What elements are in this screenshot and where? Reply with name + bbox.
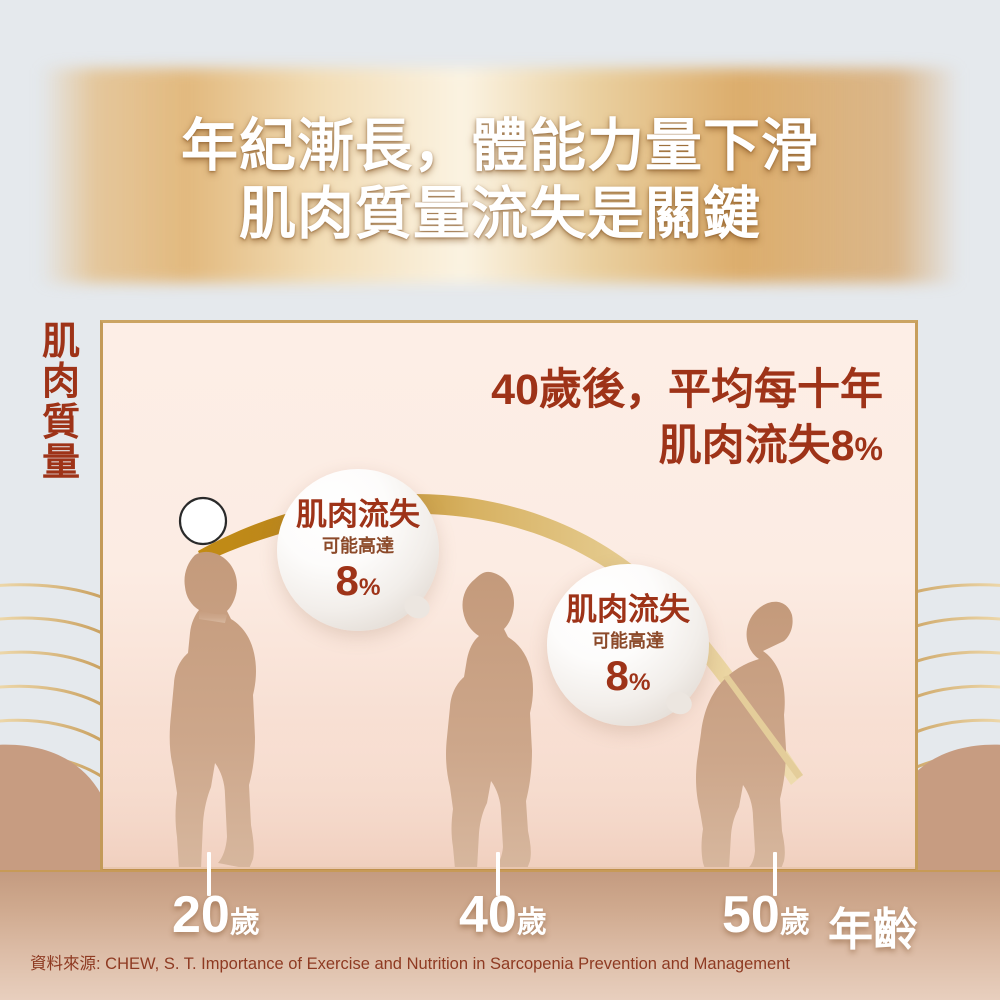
x-axis-name: 年齡 — [828, 904, 919, 955]
x-label-50-suffix: 歲 — [779, 906, 810, 939]
title-line-2: 肌肉質量流失是關鍵 — [239, 182, 761, 246]
bubble-1-number: 8 — [335, 556, 359, 604]
bubble-2-title: 肌肉流失 — [566, 591, 690, 627]
title-banner-background — [40, 68, 960, 283]
bubble-1-subtitle: 可能高達 — [322, 535, 394, 556]
chart-panel: 40歲後，平均每十年 肌肉流失8% — [100, 320, 918, 872]
silhouette-age-40 — [446, 571, 533, 869]
x-label-20-number: 20 — [172, 886, 230, 944]
x-label-50-number: 50 — [722, 886, 780, 944]
bubble-1-title: 肌肉流失 — [296, 496, 420, 532]
bubble-2-unit: % — [628, 668, 651, 696]
bubble-2-value: 8% — [605, 651, 651, 699]
bubble-2-number: 8 — [605, 651, 629, 699]
x-label-40: 40歲 — [459, 885, 547, 945]
chart-headline-line-1: 40歲後，平均每十年 — [491, 366, 883, 414]
chart-graphics — [103, 493, 915, 869]
bubble-2-subtitle: 可能高達 — [592, 630, 664, 651]
x-label-40-suffix: 歲 — [516, 906, 547, 939]
ground-top-line — [0, 870, 1000, 873]
chart-headline-percent: % — [854, 430, 883, 467]
source-citation: 資料來源: CHEW, S. T. Importance of Exercise… — [30, 955, 790, 973]
chart-headline-line-2: 肌肉流失8% — [143, 419, 883, 475]
y-axis-label-text: 肌肉質量 — [41, 321, 80, 484]
x-label-40-number: 40 — [459, 886, 517, 944]
silhouette-age-20 — [169, 551, 256, 869]
muscle-mass-curve — [198, 493, 803, 785]
chart-headline: 40歲後，平均每十年 肌肉流失8% — [143, 363, 883, 475]
ground-band — [0, 872, 1000, 1000]
x-label-50: 50歲 — [722, 885, 810, 945]
bubble-1-value: 8% — [335, 556, 381, 604]
title-line-1: 年紀漸長，體能力量下滑 — [181, 113, 819, 178]
curve-start-marker — [178, 496, 228, 546]
x-label-20: 20歲 — [172, 885, 260, 945]
bubble-1-unit: % — [358, 573, 381, 601]
title-banner: 年紀漸長，體能力量下滑 肌肉質量流失是關鍵 — [40, 95, 960, 265]
x-tick-50 — [773, 852, 777, 896]
chart-headline-line-2-text: 肌肉流失8 — [658, 421, 855, 470]
x-label-20-suffix: 歲 — [229, 906, 260, 939]
walking-cane — [723, 675, 803, 779]
silhouette-age-50 — [696, 601, 803, 869]
x-tick-40 — [496, 852, 500, 896]
x-tick-20 — [207, 852, 211, 896]
y-axis-label: 肌肉質量 — [38, 322, 84, 483]
